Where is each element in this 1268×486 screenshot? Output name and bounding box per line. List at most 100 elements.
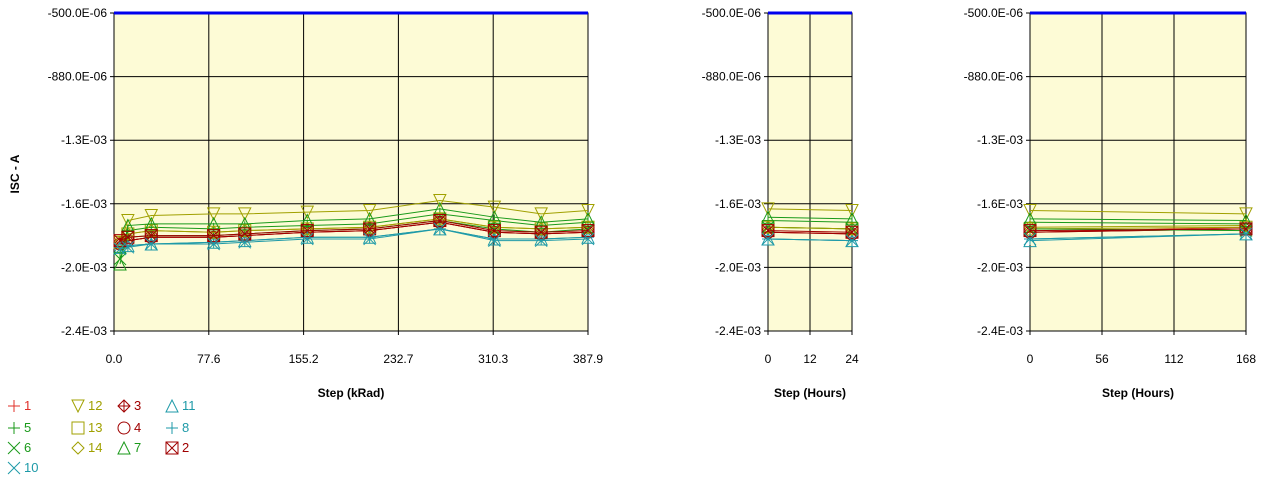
x-tick-label: 232.7 bbox=[383, 352, 413, 366]
data-point-12 bbox=[362, 203, 377, 218]
legend-marker bbox=[166, 422, 178, 434]
y-tick-label: -500.0E-06 bbox=[702, 6, 762, 20]
series-line-12 bbox=[1029, 209, 1247, 215]
x-tick-label: 310.3 bbox=[478, 352, 508, 366]
legend-marker bbox=[117, 440, 131, 455]
data-point-5 bbox=[238, 221, 251, 234]
x-tick-label: 24 bbox=[845, 352, 859, 366]
data-point-14 bbox=[845, 222, 859, 236]
y-tick-label: -1.6E-03 bbox=[715, 197, 761, 211]
x-tick-label: 155.2 bbox=[289, 352, 319, 366]
y-tick-label: -1.3E-03 bbox=[715, 133, 761, 147]
data-point-12 bbox=[300, 205, 315, 220]
legend-label: 1 bbox=[24, 398, 31, 413]
y-tick-label: -880.0E-06 bbox=[702, 70, 762, 84]
data-point-7 bbox=[113, 256, 127, 271]
legend-marker bbox=[117, 421, 131, 435]
x-axis-label: Step (Hours) bbox=[1102, 386, 1174, 400]
legend-item-2: 2 bbox=[165, 440, 189, 455]
series-12 bbox=[113, 193, 595, 250]
legend-marker bbox=[165, 441, 179, 455]
data-point-14 bbox=[487, 220, 502, 234]
series-line-14 bbox=[1029, 225, 1247, 228]
data-point-8 bbox=[301, 231, 314, 244]
legend-label: 5 bbox=[24, 420, 31, 435]
series-line-5 bbox=[1029, 221, 1247, 225]
data-point-12 bbox=[121, 214, 135, 228]
x-tick-label: 387.9 bbox=[573, 352, 603, 366]
x-tick-label: 77.6 bbox=[197, 352, 221, 366]
data-point-5 bbox=[535, 219, 548, 232]
chart-panel-1: -500.0E-06 -880.0E-06 -1.3E-03 -1.6E-03 -2.0… bbox=[48, 6, 604, 400]
legend-marker bbox=[71, 441, 85, 455]
y-tick-label: -500.0E-06 bbox=[964, 6, 1024, 20]
legend-item-8: 8 bbox=[166, 420, 189, 435]
legend-marker bbox=[7, 461, 21, 475]
legend-item-5: 5 bbox=[8, 420, 31, 435]
legend-label: 7 bbox=[134, 440, 141, 455]
y-tick-label: -1.3E-03 bbox=[977, 133, 1023, 147]
series-2 bbox=[113, 214, 595, 248]
data-point-12 bbox=[237, 207, 252, 221]
legend-label: 6 bbox=[24, 440, 31, 455]
series-10 bbox=[113, 222, 595, 256]
y-tick-label: -880.0E-06 bbox=[48, 70, 108, 84]
data-point-2 bbox=[487, 224, 501, 238]
legend-item-3: 3 bbox=[117, 398, 141, 413]
series-line-14 bbox=[767, 226, 853, 230]
legend-label: 14 bbox=[88, 440, 102, 455]
series-line-7 bbox=[119, 208, 589, 265]
data-point-14 bbox=[144, 223, 158, 238]
legend-item-11: 11 bbox=[165, 398, 196, 413]
legend-label: 4 bbox=[134, 420, 141, 435]
data-point-10 bbox=[433, 222, 447, 236]
data-point-10 bbox=[300, 232, 314, 246]
data-point-10 bbox=[113, 242, 127, 256]
x-tick-label: 0.0 bbox=[106, 352, 123, 366]
series-7 bbox=[761, 210, 859, 226]
data-point-12 bbox=[487, 200, 502, 215]
data-point-7 bbox=[300, 213, 315, 228]
chart-panel-3: -500.0E-06 -880.0E-06 -1.3E-03 -1.6E-03 -2.0… bbox=[964, 6, 1257, 400]
data-point-10 bbox=[488, 234, 501, 247]
data-point-10 bbox=[845, 234, 859, 247]
data-point-10 bbox=[581, 232, 595, 246]
data-point-7 bbox=[534, 215, 549, 229]
y-tick-label: -1.3E-03 bbox=[61, 133, 107, 147]
plot-area bbox=[1029, 12, 1247, 332]
x-tick-label: 12 bbox=[803, 352, 817, 366]
data-point-12 bbox=[433, 193, 447, 208]
x-tick-label: 56 bbox=[1095, 352, 1109, 366]
legend-item-14: 14 bbox=[71, 440, 102, 455]
legend-item-1: 1 bbox=[8, 398, 31, 413]
data-point-14 bbox=[534, 222, 548, 236]
legend-label: 11 bbox=[182, 398, 196, 413]
data-point-14 bbox=[761, 220, 775, 234]
y-tick-label: -2.4E-03 bbox=[977, 324, 1023, 338]
data-point-14 bbox=[238, 223, 252, 238]
legend-item-7: 7 bbox=[117, 440, 141, 455]
data-point-5 bbox=[207, 222, 220, 235]
legend-label: 13 bbox=[88, 420, 102, 435]
series-line-12 bbox=[119, 199, 589, 243]
legend-marker bbox=[7, 441, 21, 455]
x-tick-label: 0 bbox=[765, 352, 772, 366]
data-point-10 bbox=[144, 237, 158, 251]
legend-label: 8 bbox=[182, 420, 189, 435]
series-line-10 bbox=[1029, 233, 1247, 240]
y-tick-label: -2.4E-03 bbox=[715, 324, 761, 338]
y-tick-label: -2.4E-03 bbox=[61, 324, 107, 338]
series-14 bbox=[761, 220, 859, 236]
data-point-10 bbox=[1023, 232, 1037, 246]
legend: 1 12 3 11 5 13 4 8 6 14 7 2 10 bbox=[7, 398, 196, 475]
data-point-10 bbox=[363, 232, 376, 246]
data-point-12 bbox=[1239, 207, 1253, 221]
data-point-12 bbox=[845, 203, 859, 218]
data-point-7 bbox=[362, 211, 377, 226]
data-point-11 bbox=[1023, 233, 1037, 248]
y-tick-label: -500.0E-06 bbox=[48, 6, 108, 20]
data-point-12 bbox=[534, 207, 549, 221]
data-point-12 bbox=[144, 209, 159, 223]
legend-label: 3 bbox=[134, 398, 141, 413]
